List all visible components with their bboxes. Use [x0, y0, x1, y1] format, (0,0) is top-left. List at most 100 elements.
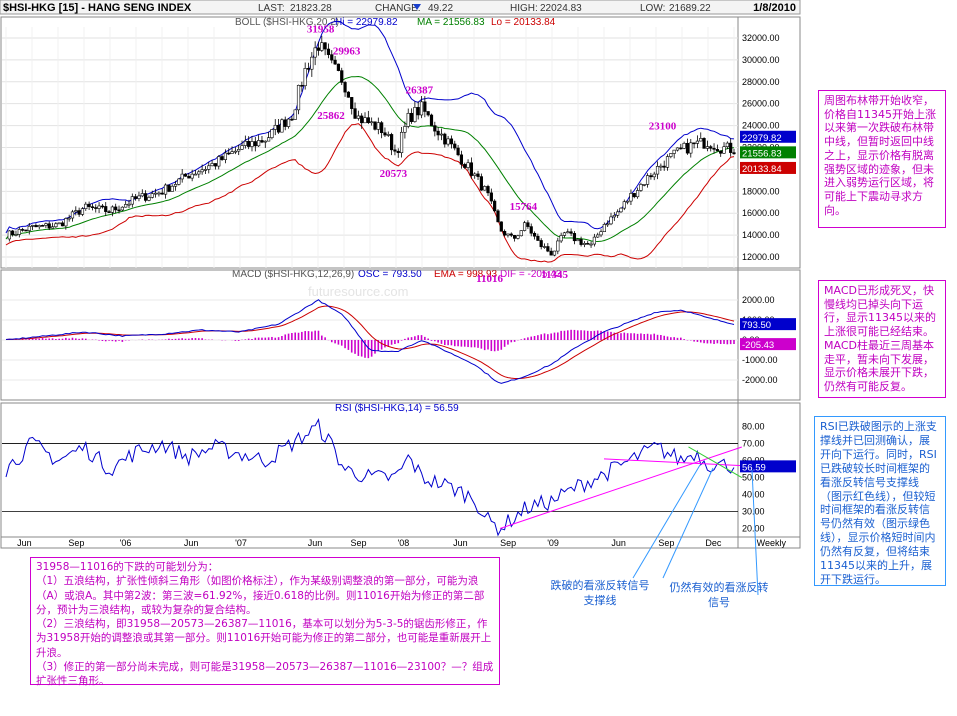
wave-price-label: 15764: [510, 201, 538, 213]
candle-body: [396, 150, 400, 154]
macd-tick-label: 2000.00: [742, 295, 775, 305]
candle-body: [383, 132, 387, 136]
candle-body: [449, 138, 454, 145]
candle-body: [144, 193, 148, 201]
rsi-value-tag-text: 56.59: [742, 462, 766, 473]
candle-body: [17, 229, 21, 235]
candle-body: [310, 56, 314, 70]
last-label: LAST:: [258, 3, 285, 14]
candle-body: [616, 211, 620, 216]
candle-body: [64, 218, 68, 227]
watermark: futuresource.com: [308, 284, 408, 299]
candle-body: [223, 152, 227, 160]
candle-body: [596, 234, 600, 238]
macd-tick-label: -2000.00: [742, 375, 778, 385]
candle-body: [280, 119, 284, 133]
candle-body: [393, 149, 397, 152]
rsi-tick-label: 20.00: [742, 524, 765, 534]
candle-body: [267, 137, 271, 142]
candle-body: [11, 230, 15, 236]
candle-body: [370, 121, 374, 124]
candle-body: [203, 169, 208, 171]
candle-body: [612, 214, 616, 218]
candle-body: [286, 118, 291, 127]
candle-body: [67, 217, 71, 220]
candle-body: [473, 173, 477, 176]
candle-body: [313, 47, 317, 58]
candle-body: [250, 141, 254, 147]
candle-body: [719, 150, 723, 154]
candle-body: [120, 206, 124, 211]
candle-body: [30, 225, 35, 227]
candle-body: [376, 122, 380, 130]
candle-body: [549, 250, 553, 256]
x-axis-label: Sep: [500, 538, 516, 548]
candle-body: [207, 165, 211, 170]
candle-body: [117, 209, 121, 212]
candle-body: [529, 226, 533, 234]
candle-body: [606, 223, 610, 226]
low-label: LOW:: [640, 3, 665, 14]
candle-body: [725, 142, 729, 147]
candle-body: [632, 193, 636, 198]
wave-scenario-1: （1）五浪结构，扩张性倾斜三角形（如图价格标注），作为某级别调整浪的第一部分，可…: [36, 575, 485, 616]
candle-body: [243, 140, 247, 146]
candle-body: [469, 162, 473, 176]
candle-body: [732, 152, 736, 155]
wave-price-label: 26387: [406, 84, 434, 96]
candle-body: [416, 107, 420, 116]
wave-price-label: 29963: [333, 45, 361, 57]
candle-body: [709, 146, 713, 149]
candle-body: [569, 231, 573, 234]
price-tick-label: 26000.00: [742, 99, 780, 109]
rsi-tick-label: 80.00: [742, 422, 765, 432]
candle-body: [7, 230, 11, 240]
candle-body: [333, 59, 337, 65]
wave-analysis-note: 31958—11016的下跌的可能划分为： （1）五浪结构，扩张性倾斜三角形（如…: [30, 557, 500, 687]
candle-body: [513, 235, 517, 239]
candle-body: [330, 54, 334, 61]
candle-body: [213, 163, 218, 167]
candle-body: [499, 221, 503, 232]
price-value-tag: [740, 161, 796, 174]
rsi-panel-frame: [0, 402, 801, 538]
rsi-tick-label: 70.00: [742, 439, 765, 449]
price-tick-label: 18000.00: [742, 186, 780, 196]
candle-body: [715, 149, 719, 152]
candle-body: [350, 97, 354, 109]
candle-body: [439, 133, 444, 136]
candle-body: [702, 138, 706, 149]
candle-body: [609, 216, 613, 225]
rsi-tick-label: 30.00: [742, 507, 765, 517]
candle-body: [147, 197, 151, 201]
boll-analysis-note: 周图布林带开始收窄，价格自11345开始上涨以来第一次跌破布林带中线，但暂时返回…: [818, 90, 946, 228]
candle-body: [47, 223, 51, 229]
candle-body: [622, 201, 626, 209]
high-label: HIGH:: [510, 3, 538, 14]
macd-analysis-note: MACD已形成死叉，快慢线均已掉头向下运行，显示11345以来的上涨很可能已经结…: [818, 280, 946, 398]
high-value: 22024.83: [540, 3, 582, 14]
macd-panel-frame: [0, 269, 801, 401]
wave-price-label: 11016: [476, 273, 503, 285]
rsi-tick-label: 50.00: [742, 473, 765, 483]
candle-body: [576, 239, 580, 242]
candle-body: [519, 230, 523, 237]
price-value-tag-text: 21556.83: [742, 148, 782, 159]
candle-body: [320, 42, 324, 51]
macd-legend-osc: OSC = 793.50: [358, 269, 422, 280]
candle-body: [406, 112, 410, 127]
candle-body: [556, 240, 560, 252]
candle-body: [140, 193, 144, 197]
macd-legend-title: MACD ($HSI-HKG,12,26,9): [232, 269, 354, 280]
x-axis-label: '09: [547, 538, 559, 548]
candle-body: [645, 175, 650, 185]
candle-body: [685, 142, 690, 154]
candle-body: [635, 190, 640, 198]
candle-body: [642, 184, 646, 186]
candle-body: [493, 200, 497, 212]
candle-body: [227, 152, 231, 155]
rsi-trendline: [688, 446, 743, 478]
candle-body: [343, 82, 347, 93]
candle-body: [177, 178, 181, 185]
wave-price-label: 23100: [649, 120, 677, 132]
